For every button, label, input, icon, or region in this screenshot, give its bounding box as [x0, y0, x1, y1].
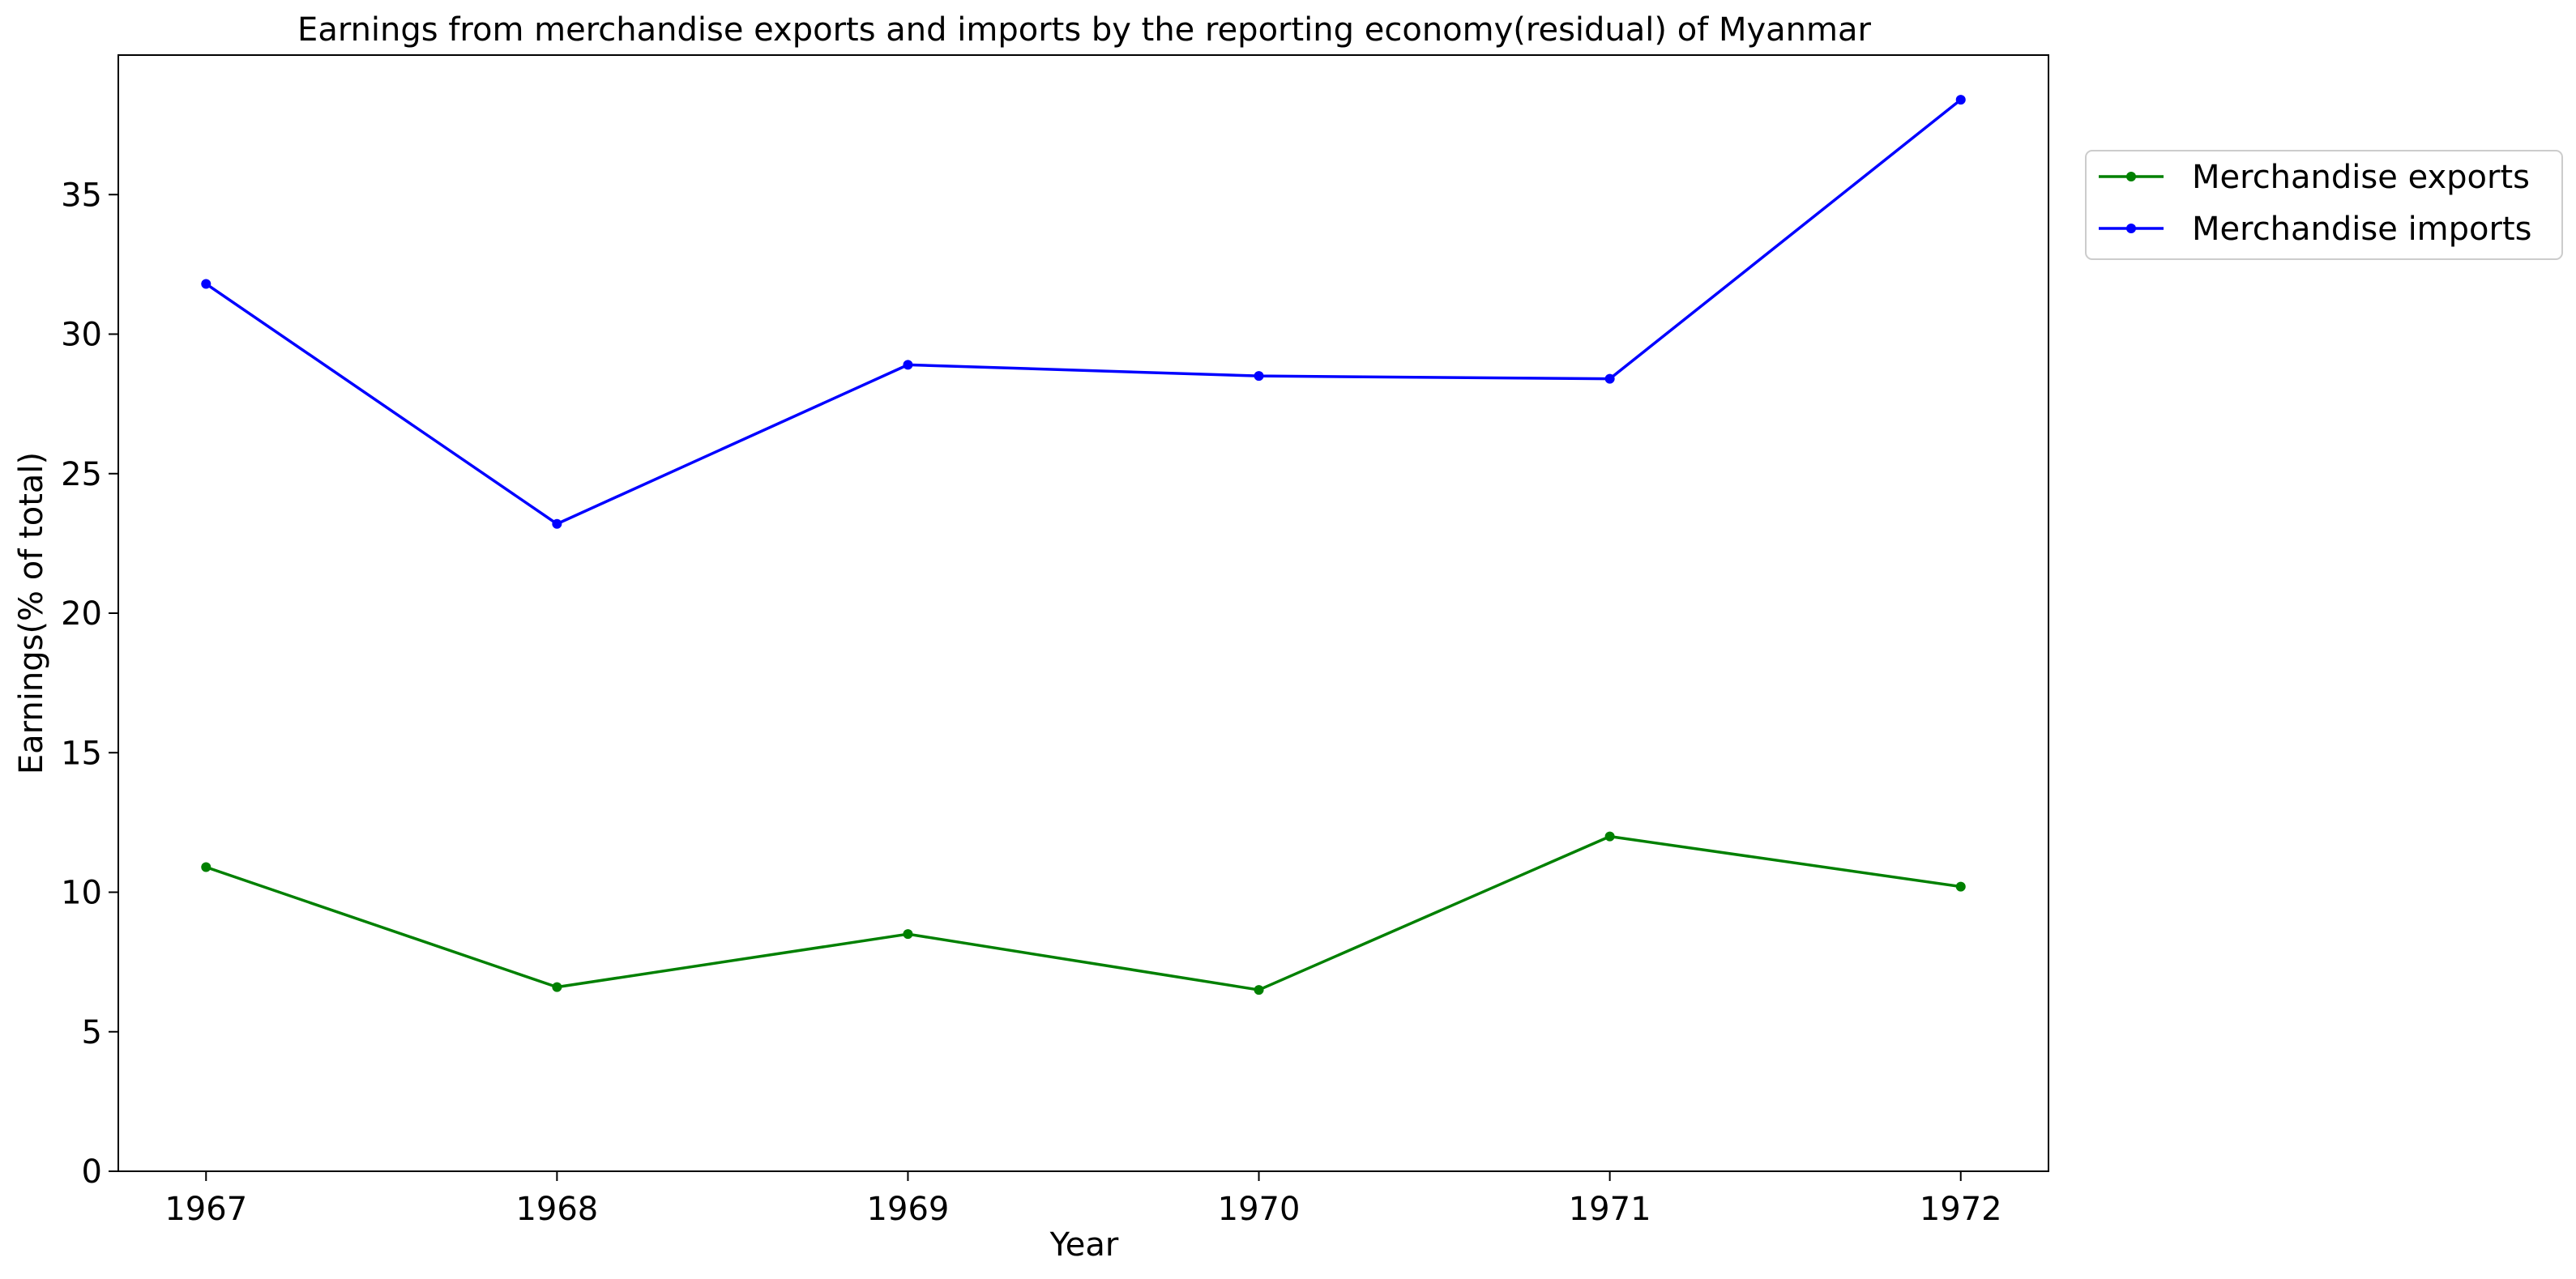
x-tick-label: 1969	[867, 1191, 950, 1228]
y-tick-label: 30	[61, 317, 102, 354]
data-point-merchandise-imports	[552, 518, 562, 529]
y-tick-label: 0	[82, 1153, 102, 1191]
data-point-merchandise-exports	[1254, 985, 1264, 995]
x-tick-label: 1967	[164, 1191, 247, 1228]
x-tick-label: 1972	[1920, 1191, 2002, 1228]
data-point-merchandise-imports	[903, 360, 913, 370]
y-tick-label: 15	[61, 735, 102, 772]
y-tick-label: 10	[61, 875, 102, 912]
legend: Merchandise exports Merchandise imports	[2085, 150, 2563, 260]
data-point-merchandise-exports	[903, 929, 913, 940]
x-tick-label: 1970	[1218, 1191, 1301, 1228]
data-point-merchandise-imports	[1604, 373, 1615, 384]
data-point-merchandise-imports	[1955, 95, 1966, 105]
data-point-merchandise-exports	[552, 982, 562, 992]
legend-label-merchandise-imports: Merchandise imports	[2192, 211, 2531, 248]
legend-frame	[2085, 150, 2563, 260]
series-line-merchandise-exports	[205, 834, 1961, 991]
legend-label-merchandise-exports: Merchandise exports	[2192, 159, 2530, 196]
series-line-merchandise-imports	[205, 98, 1962, 526]
data-point-merchandise-exports	[1604, 831, 1615, 842]
series-layer	[201, 95, 1966, 995]
data-point-merchandise-imports	[201, 279, 211, 289]
y-tick-label: 35	[61, 177, 102, 214]
x-tick-label: 1971	[1569, 1191, 1651, 1228]
x-axis: 1967 1968 1969 1970 1971 1972	[164, 1171, 2002, 1228]
legend-marker-merchandise-imports	[2126, 224, 2136, 233]
y-tick-label: 25	[61, 456, 102, 493]
legend-marker-merchandise-exports	[2126, 172, 2136, 181]
plot-frame	[117, 54, 2049, 1172]
data-point-merchandise-exports	[1955, 881, 1966, 892]
y-axis-label: Earnings(% of total)	[13, 452, 50, 774]
data-point-merchandise-imports	[1254, 371, 1264, 382]
data-point-merchandise-exports	[201, 862, 211, 872]
y-axis: 0 5 10 15 20 25 30 35	[61, 177, 118, 1191]
x-tick-label: 1968	[515, 1191, 598, 1228]
chart-title: Earnings from merchandise exports and im…	[297, 11, 1871, 49]
x-axis-label: Year	[1049, 1226, 1119, 1264]
plot-area	[117, 54, 2049, 1172]
y-tick-label: 20	[61, 595, 102, 633]
y-tick-label: 5	[82, 1014, 102, 1051]
